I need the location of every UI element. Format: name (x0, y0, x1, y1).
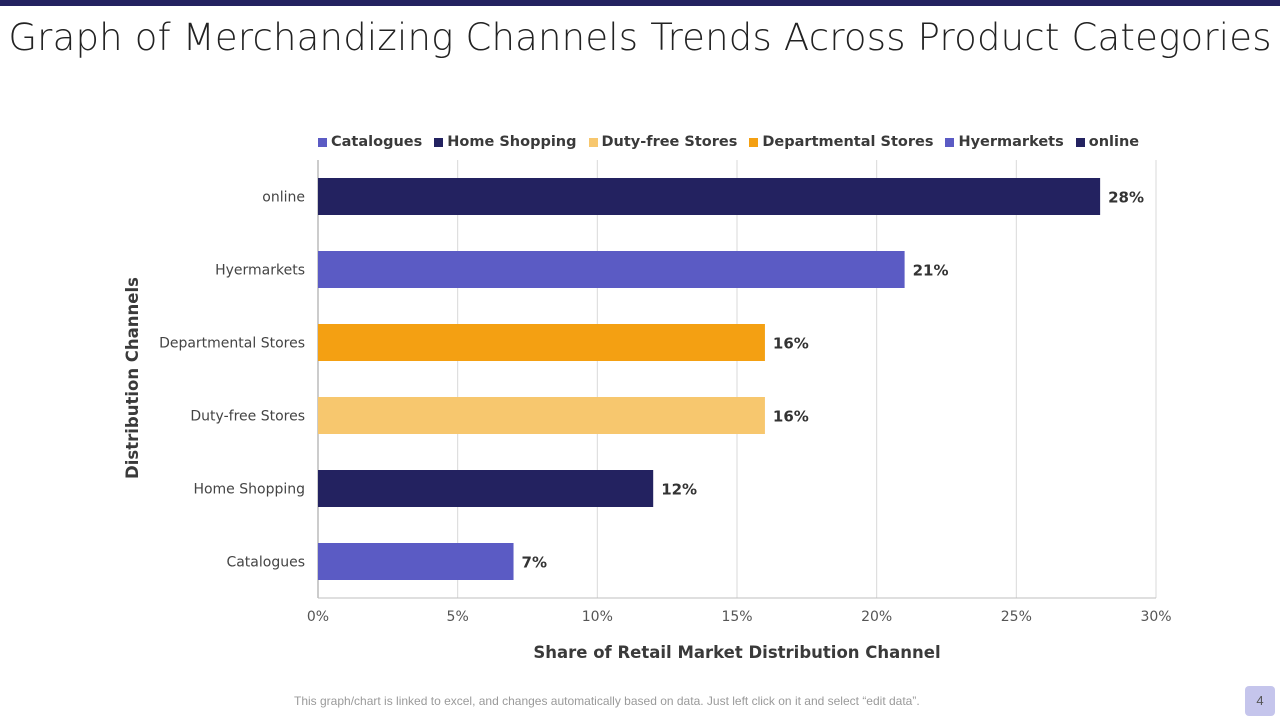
legend-item[interactable]: Home Shopping (434, 134, 577, 150)
legend-label: Departmental Stores (762, 134, 934, 150)
legend-swatch (945, 137, 955, 147)
x-tick-label: 5% (447, 609, 469, 625)
x-tick-label: 25% (1001, 609, 1032, 625)
top-accent-bar (0, 0, 1280, 6)
legend-label: Hyermarkets (958, 134, 1064, 150)
y-tick-label: Duty-free Stores (190, 409, 305, 425)
chart-legend: Catalogues Home Shopping Duty-free Stores D… (318, 134, 1139, 150)
y-tick-label: online (262, 190, 305, 206)
page-title: Graph of Merchandizing Channels Trends A… (8, 16, 1272, 59)
x-tick-label: 15% (721, 609, 752, 625)
legend-swatch (588, 137, 598, 147)
legend-label: Catalogues (331, 134, 423, 150)
footer-note: This graph/chart is linked to excel, and… (294, 694, 920, 708)
bar (318, 543, 514, 580)
x-axis-title: Share of Retail Market Distribution Chan… (533, 643, 940, 662)
data-label: 7% (522, 554, 547, 572)
legend-swatch (749, 137, 759, 147)
x-tick-label: 10% (582, 609, 613, 625)
y-tick-label: Home Shopping (193, 482, 305, 498)
x-tick-label: 0% (307, 609, 329, 625)
legend-item[interactable]: online (1075, 134, 1140, 150)
legend-item[interactable]: Departmental Stores (749, 134, 933, 150)
x-tick-label: 30% (1140, 609, 1171, 625)
y-axis-title: Distribution Channels (123, 277, 142, 479)
bar (318, 178, 1101, 215)
y-tick-label: Hyermarkets (215, 263, 305, 279)
x-tick-label: 20% (861, 609, 892, 625)
bar (318, 251, 905, 288)
y-tick-label: Departmental Stores (159, 336, 305, 352)
legend-swatch (1075, 137, 1085, 147)
legend-label: Home Shopping (447, 134, 577, 150)
legend-item[interactable]: Duty-free Stores (588, 134, 738, 150)
y-tick-label: Catalogues (226, 555, 305, 571)
page-number-badge: 4 (1245, 686, 1275, 716)
legend-label: Duty-free Stores (601, 134, 738, 150)
data-label: 12% (661, 481, 697, 499)
bar (318, 470, 654, 507)
bar (318, 324, 765, 361)
legend-item[interactable]: Catalogues (318, 134, 422, 150)
legend-swatch (318, 137, 327, 147)
legend-swatch (434, 137, 444, 147)
data-label: 21% (913, 262, 949, 280)
legend-item[interactable]: Hyermarkets (945, 134, 1064, 150)
data-label: 28% (1108, 189, 1144, 207)
data-label: 16% (773, 335, 809, 353)
data-label: 16% (773, 408, 809, 426)
legend-label: online (1088, 134, 1140, 150)
bar (318, 397, 765, 434)
